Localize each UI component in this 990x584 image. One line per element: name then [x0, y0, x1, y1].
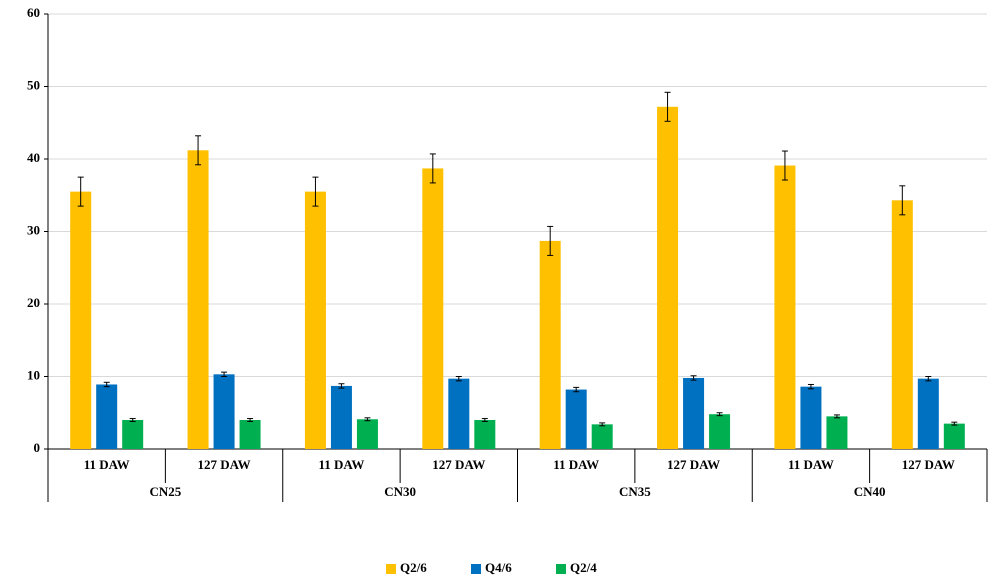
bar — [539, 240, 561, 449]
legend-swatch — [556, 564, 566, 574]
bar — [565, 389, 587, 449]
legend-swatch — [471, 564, 481, 574]
x-tick-label: 11 DAW — [319, 457, 365, 472]
legend-label: Q2/6 — [400, 560, 427, 575]
x-tick-label: 11 DAW — [788, 457, 834, 472]
legend-label: Q2/4 — [570, 560, 597, 575]
y-tick-label: 30 — [27, 222, 40, 237]
bar — [800, 386, 822, 449]
bar — [709, 414, 731, 449]
group-label: CN30 — [384, 484, 416, 499]
y-tick-label: 40 — [27, 150, 40, 165]
x-tick-label: 127 DAW — [432, 457, 485, 472]
bar — [826, 416, 848, 449]
x-tick-label: 127 DAW — [667, 457, 720, 472]
bar — [591, 424, 613, 449]
bar — [657, 106, 679, 450]
y-tick-label: 0 — [34, 440, 41, 455]
legend-label: Q4/6 — [485, 560, 512, 575]
bar — [422, 168, 444, 450]
bar — [774, 165, 796, 449]
bar — [70, 191, 92, 449]
group-label: CN25 — [149, 484, 181, 499]
y-tick-label: 20 — [27, 295, 40, 310]
group-label: CN35 — [619, 484, 651, 499]
bar — [187, 150, 209, 450]
bar — [96, 384, 118, 449]
y-tick-label: 60 — [27, 5, 40, 20]
bar — [683, 377, 705, 449]
bar — [474, 420, 496, 449]
bar — [891, 200, 913, 449]
bar — [239, 420, 261, 449]
x-tick-label: 11 DAW — [553, 457, 599, 472]
x-tick-label: 127 DAW — [198, 457, 251, 472]
legend-swatch — [386, 564, 396, 574]
bar — [917, 378, 939, 449]
bar — [213, 374, 235, 449]
y-tick-label: 50 — [27, 77, 40, 92]
bar — [304, 191, 326, 449]
y-tick-label: 10 — [27, 367, 40, 382]
bar — [330, 385, 352, 449]
x-tick-label: 127 DAW — [902, 457, 955, 472]
bar — [448, 378, 470, 449]
bar — [943, 423, 965, 449]
group-label: CN40 — [854, 484, 886, 499]
bar — [356, 419, 378, 449]
x-tick-label: 11 DAW — [84, 457, 130, 472]
bar — [122, 420, 144, 449]
